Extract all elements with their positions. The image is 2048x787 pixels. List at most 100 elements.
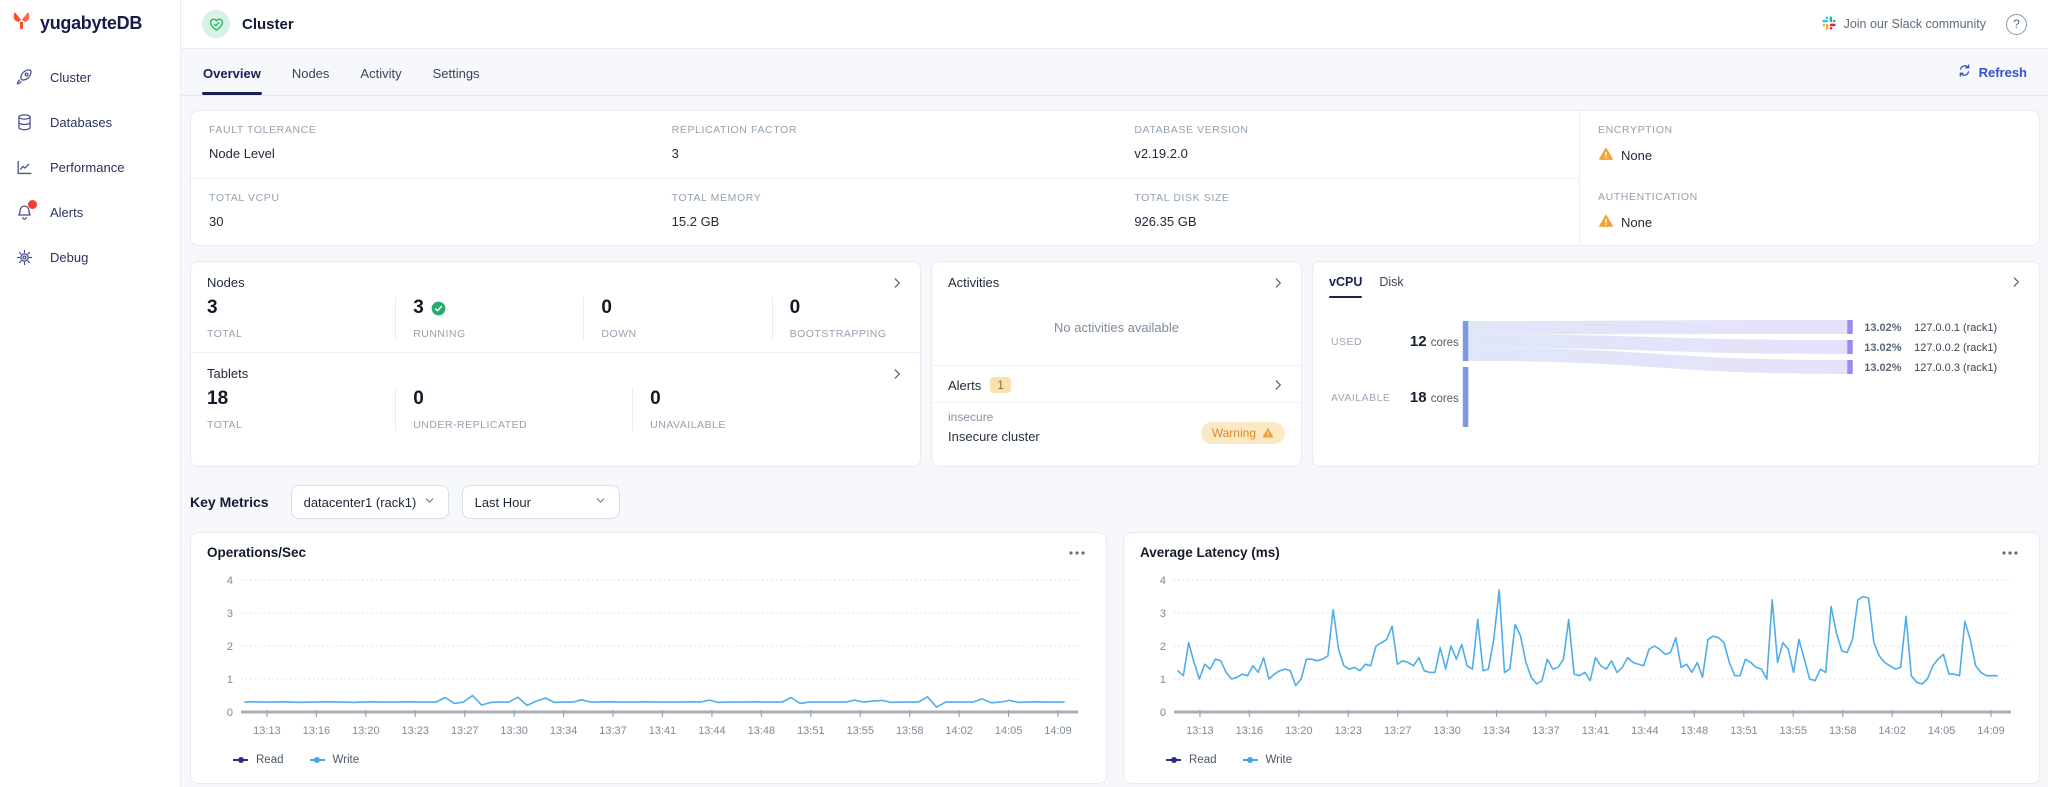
performance-chart-icon — [14, 158, 34, 178]
activities-card: Activities No activities available Alert… — [931, 261, 1302, 467]
sidebar: yugabyteDB Cluster Databases — [0, 0, 181, 787]
x-tick-label: 13:58 — [1829, 725, 1856, 737]
node-usage-bar — [1847, 360, 1853, 374]
nodes-stat-running: 3 RUNNING — [395, 297, 583, 340]
latency-chart-legend: Read Write — [1140, 750, 2023, 766]
x-tick-label: 14:05 — [995, 725, 1022, 737]
activities-chevron-right-icon[interactable] — [1271, 276, 1285, 290]
sidebar-item-debug[interactable]: Debug — [0, 235, 180, 280]
x-tick-label: 13:44 — [1631, 725, 1658, 737]
usage-tab-disk[interactable]: Disk — [1379, 275, 1404, 289]
nodes-panel-title: Nodes — [207, 275, 245, 290]
summary-replication-factor: REPLICATION FACTOR 3 — [653, 111, 1117, 179]
x-tick-label: 13:30 — [500, 725, 527, 737]
write-series-line — [1177, 589, 1998, 687]
summary-database-version: DATABASE VERSION v2.19.2.0 — [1116, 111, 1579, 179]
x-tick-label: 14:09 — [1044, 725, 1071, 737]
x-tick-label: 13:13 — [253, 725, 280, 737]
help-icon[interactable]: ? — [2006, 13, 2027, 35]
operations-chart-legend: Read Write — [207, 750, 1090, 766]
operations-chart: 0 1 2 3 4 13:13 13:16 13:20 13:23 13:27 13:30 13:34… — [227, 575, 1079, 737]
node-address-label: 127.0.0.2 (rack1) — [1914, 342, 1997, 354]
summary-encryption: ENCRYPTION None — [1598, 124, 1673, 163]
x-tick-label: 13:58 — [896, 725, 923, 737]
y-tick-label: 4 — [227, 575, 233, 587]
x-tick-label: 13:48 — [748, 725, 775, 737]
used-value: 12 cores — [1410, 333, 1459, 350]
tab-overview[interactable]: Overview — [202, 51, 262, 95]
summary-total-disk-size: TOTAL DISK SIZE 926.35 GB — [1134, 191, 1230, 229]
tab-settings[interactable]: Settings — [432, 65, 480, 81]
x-tick-label: 13:37 — [1532, 725, 1559, 737]
warning-triangle-icon — [1598, 213, 1614, 232]
y-tick-label: 3 — [227, 608, 233, 620]
write-marker — [309, 759, 325, 761]
x-tick-label: 13:27 — [1384, 725, 1411, 737]
alerts-chevron-right-icon[interactable] — [1271, 378, 1285, 392]
tab-activity[interactable]: Activity — [360, 65, 402, 81]
resource-usage-card: vCPU Disk 13.02% 127.0.0.1 (rack1) 13.02% 1… — [1312, 261, 2040, 467]
sankey-flow — [1468, 320, 1848, 335]
x-tick-label: 13:41 — [1582, 725, 1609, 737]
nodes-stat-total: 3 TOTAL — [207, 297, 243, 340]
refresh-button[interactable]: Refresh — [1957, 63, 2027, 81]
alert-description: Insecure cluster — [948, 429, 1040, 444]
x-tick-label: 13:20 — [1285, 725, 1312, 737]
yugabytedb-logo: yugabyteDB — [0, 0, 180, 55]
refresh-icon — [1957, 63, 1972, 81]
sankey-flow — [1468, 347, 1848, 374]
sidebar-item-cluster[interactable]: Cluster — [0, 55, 180, 100]
alert-name: insecure — [948, 410, 994, 424]
legend-read[interactable]: Read — [1166, 754, 1217, 766]
activities-panel-title: Activities — [948, 275, 1000, 290]
x-tick-label: 13:34 — [550, 725, 577, 737]
latency-chart-card: Average Latency (ms) 0 1 2 3 4 13:13 13:16 13:2… — [1123, 532, 2040, 784]
operations-chart-card: Operations/Sec 0 1 2 3 4 13:13 13:16 13:20 13:23… — [190, 532, 1107, 784]
refresh-label: Refresh — [1978, 64, 2027, 80]
sidebar-item-label: Cluster — [50, 70, 92, 85]
tab-nodes[interactable]: Nodes — [291, 65, 330, 81]
usage-chevron-right-icon[interactable] — [2009, 275, 2023, 289]
region-select[interactable]: datacenter1 (rack1) — [290, 485, 449, 519]
x-tick-label: 13:16 — [303, 725, 330, 737]
x-tick-label: 13:55 — [1780, 725, 1807, 737]
y-tick-label: 0 — [1160, 707, 1166, 719]
bell-icon — [14, 199, 37, 223]
operations-chart-menu-icon[interactable] — [1064, 548, 1090, 558]
tablets-chevron-right-icon[interactable] — [890, 367, 904, 381]
node-usage-percent: 13.02% — [1864, 362, 1901, 374]
alert-row-insecure[interactable]: insecure Insecure cluster Warning — [932, 403, 1301, 454]
node-usage-bar — [1847, 340, 1853, 354]
y-tick-label: 3 — [1160, 608, 1166, 620]
latency-chart-menu-icon[interactable] — [1997, 548, 2023, 558]
nodes-stat-down: 0 DOWN — [583, 297, 771, 340]
x-tick-label: 13:23 — [1335, 725, 1362, 737]
sidebar-item-label: Debug — [50, 250, 89, 265]
nodes-chevron-right-icon[interactable] — [890, 276, 904, 290]
time-range-select[interactable]: Last Hour — [461, 485, 620, 519]
node-address-label: 127.0.0.1 (rack1) — [1914, 322, 1997, 334]
tablets-stat-total: 18 TOTAL — [207, 388, 243, 431]
sidebar-item-label: Databases — [50, 115, 113, 130]
legend-write[interactable]: Write — [1242, 754, 1292, 766]
check-circle-icon — [431, 301, 446, 316]
key-metrics-bar: Key Metrics datacenter1 (rack1) Last Hou… — [190, 485, 2040, 519]
sidebar-item-alerts[interactable]: Alerts — [0, 190, 180, 235]
cluster-tabbar: Overview Nodes Activity Settings Refresh — [181, 49, 2048, 96]
join-slack-link[interactable]: Join our Slack community — [1821, 15, 1986, 34]
y-tick-label: 1 — [1160, 674, 1166, 686]
summary-authentication: AUTHENTICATION None — [1598, 191, 1698, 232]
usage-tab-vcpu[interactable]: vCPU — [1329, 275, 1363, 298]
legend-read[interactable]: Read — [233, 754, 284, 766]
sidebar-item-databases[interactable]: Databases — [0, 100, 180, 145]
x-tick-label: 13:44 — [698, 725, 725, 737]
rocket-icon — [14, 68, 34, 88]
legend-write[interactable]: Write — [309, 754, 359, 766]
x-tick-label: 13:41 — [649, 725, 676, 737]
alerts-notification-dot — [28, 199, 37, 209]
write-series-line — [244, 694, 1065, 708]
nodes-stat-bootstrapping: 0 BOOTSTRAPPING — [771, 297, 904, 340]
key-metrics-title: Key Metrics — [190, 494, 269, 510]
sidebar-item-performance[interactable]: Performance — [0, 145, 180, 190]
x-tick-label: 13:23 — [402, 725, 429, 737]
